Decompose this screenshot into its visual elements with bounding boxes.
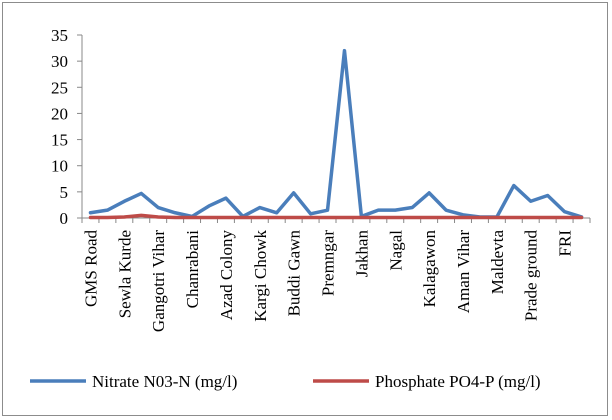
legend-label-1: Nitrate N03-N (mg/l) <box>92 372 237 391</box>
x-tick-label: Azad Colony <box>217 230 236 321</box>
x-tick-label: FRI <box>556 230 575 257</box>
x-tick-label: Sewla Kurde <box>115 230 134 318</box>
x-tick-label: Nagal <box>386 230 405 271</box>
y-tick-label: 10 <box>51 157 68 176</box>
x-tick-label: Kargi Chowk <box>251 230 270 322</box>
x-tick-label: Kalagawon <box>420 230 439 308</box>
series-line-2 <box>88 213 584 220</box>
y-tick-label: 30 <box>51 52 68 71</box>
series-line-1 <box>88 48 584 219</box>
legend-label-2: Phosphate PO4-P (mg/l) <box>375 372 541 391</box>
series-lines <box>88 48 584 220</box>
x-tick-label: Aman Vihar <box>454 230 473 314</box>
x-tick-label: Maldevta <box>488 230 507 295</box>
y-tick-label: 25 <box>51 78 68 97</box>
x-tick-label: GMS Road <box>81 230 100 307</box>
y-tick-label: 5 <box>60 183 69 202</box>
x-tick-label: Premngar <box>319 230 338 296</box>
x-tick-label: Gangotri Vihar <box>149 230 168 332</box>
y-tick-label: 35 <box>51 26 68 45</box>
y-tick-label: 0 <box>60 209 69 228</box>
legend: Nitrate N03-N (mg/l) Phosphate PO4-P (mg/… <box>30 372 541 391</box>
y-tick-label: 15 <box>51 131 68 150</box>
axes: 0 5 10 15 20 25 30 35 GMS Road Sewla Kurde Gangotr… <box>51 26 591 332</box>
x-tick-label: Prade ground <box>522 230 541 322</box>
y-tick-label: 20 <box>51 104 68 123</box>
x-tick-label: Jakhan <box>352 230 371 278</box>
x-tick-label: Chanrabani <box>183 230 202 309</box>
x-tick-label: Buddi Gawn <box>285 230 304 317</box>
